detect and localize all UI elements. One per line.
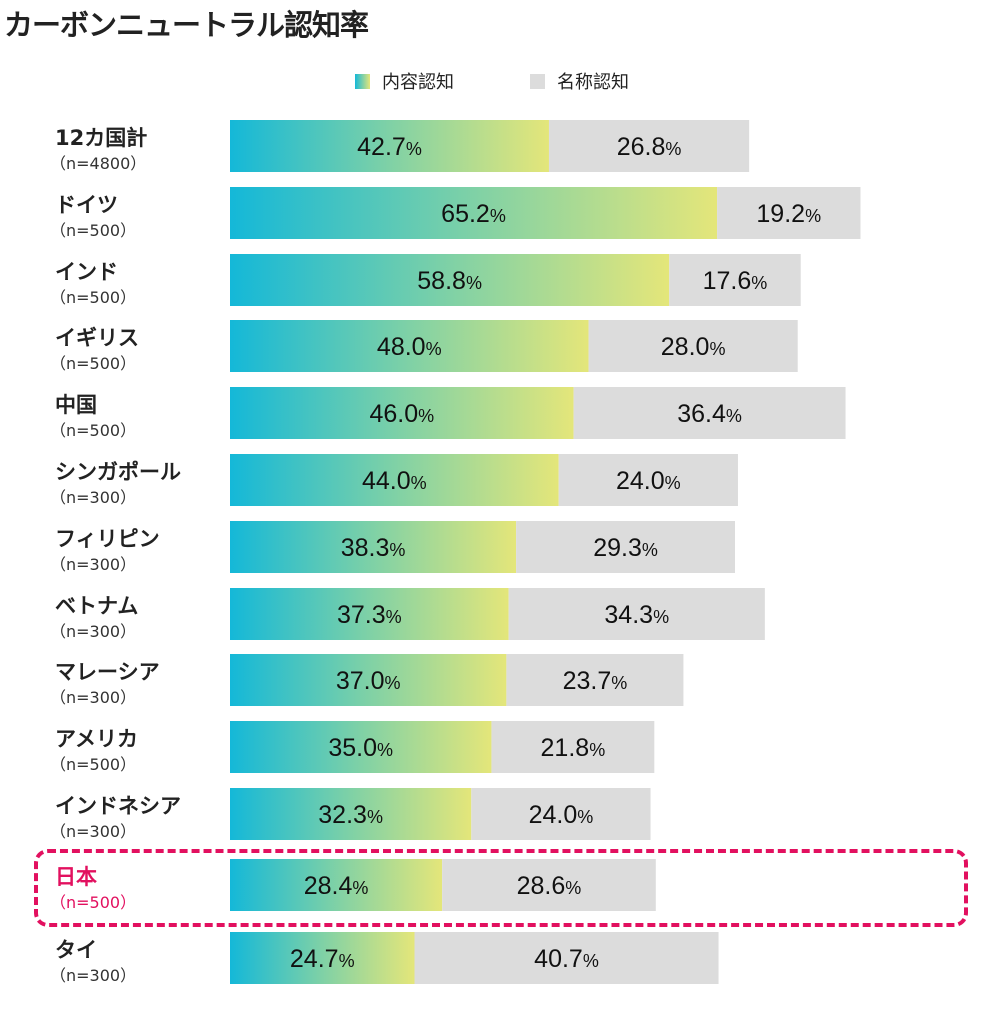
bar-name [558, 454, 738, 506]
category-label: アメリカ [55, 727, 138, 751]
sample-size-label: （n=300） [50, 688, 137, 707]
data-label: 26.8% [617, 133, 682, 161]
data-label: 21.8% [541, 734, 606, 762]
data-label: 34.3% [604, 601, 669, 629]
data-label: 19.2% [756, 200, 821, 228]
category-label: ベトナム [55, 594, 139, 618]
bar-name [717, 187, 861, 239]
bar-name [508, 588, 765, 640]
sample-size-label: （n=500） [50, 755, 137, 774]
data-label: 24.0% [529, 801, 594, 829]
legend-label-content: 内容認知 [382, 72, 454, 93]
data-label: 28.4% [304, 872, 369, 900]
sample-size-label: （n=500） [50, 354, 137, 373]
data-label: 37.3% [337, 601, 402, 629]
data-label: 36.4% [677, 400, 742, 428]
legend-label-name: 名称認知 [557, 72, 629, 93]
bar-name [471, 788, 651, 840]
bar-content [230, 788, 472, 840]
data-label: 37.0% [336, 667, 401, 695]
category-label: マレーシア [55, 660, 160, 684]
bar-name [414, 932, 719, 984]
sample-size-label: （n=500） [50, 893, 137, 912]
highlight-box [34, 849, 968, 927]
data-label: 40.7% [534, 945, 599, 973]
data-label: 65.2% [441, 200, 506, 228]
data-label: 28.0% [661, 333, 726, 361]
bar-name [588, 320, 798, 372]
legend-item-content: 内容認知 [355, 68, 454, 94]
bar-content [230, 932, 415, 984]
data-label: 48.0% [377, 333, 442, 361]
sample-size-label: （n=300） [50, 966, 137, 985]
chart-title: カーボンニュートラル認知率 [4, 8, 369, 42]
bar-name [491, 721, 655, 773]
data-label: 28.6% [517, 872, 582, 900]
bar-content [230, 254, 670, 306]
sample-size-label: （n=4800） [50, 154, 147, 173]
bar-content [230, 654, 507, 706]
sample-size-label: （n=500） [50, 421, 137, 440]
data-label: 46.0% [369, 400, 434, 428]
bar-content [230, 187, 718, 239]
legend-swatch-content [355, 73, 370, 89]
data-label: 32.3% [318, 801, 383, 829]
bar-name [442, 859, 656, 911]
sample-size-label: （n=500） [50, 221, 137, 240]
bar-content [230, 387, 574, 439]
bar-name [573, 387, 846, 439]
data-label: 29.3% [593, 534, 658, 562]
category-label: 日本 [55, 865, 97, 889]
data-label: 24.7% [290, 945, 355, 973]
bar-name [516, 521, 735, 573]
category-label: インドネシア [55, 794, 181, 818]
bar-name [506, 654, 684, 706]
category-label: タイ [55, 938, 97, 962]
data-label: 17.6% [703, 267, 768, 295]
bar-content [230, 120, 549, 172]
data-label: 58.8% [417, 267, 482, 295]
category-label: 12カ国計 [55, 126, 148, 150]
category-label: ドイツ [55, 193, 118, 217]
bar-content [230, 721, 492, 773]
category-label: 中国 [55, 393, 97, 417]
data-label: 44.0% [362, 467, 427, 495]
sample-size-label: （n=300） [50, 622, 137, 641]
data-label: 23.7% [563, 667, 628, 695]
data-label: 35.0% [328, 734, 393, 762]
data-label: 24.0% [616, 467, 681, 495]
category-label: シンガポール [55, 460, 181, 484]
bar-content [230, 454, 559, 506]
category-label: イギリス [55, 326, 139, 350]
bar-name [548, 120, 750, 172]
bar-content [230, 521, 517, 573]
category-label: フィリピン [55, 527, 160, 551]
data-label: 42.7% [357, 133, 422, 161]
bar-content [230, 588, 509, 640]
sample-size-label: （n=300） [50, 555, 137, 574]
sample-size-label: （n=500） [50, 288, 137, 307]
bar-content [230, 320, 589, 372]
bar-name [669, 254, 801, 306]
legend-swatch-name [530, 73, 545, 89]
category-label: インド [55, 260, 118, 284]
bar-content [230, 859, 443, 911]
data-label: 38.3% [341, 534, 406, 562]
legend-item-name: 名称認知 [530, 68, 629, 94]
sample-size-label: （n=300） [50, 822, 137, 841]
sample-size-label: （n=300） [50, 488, 137, 507]
